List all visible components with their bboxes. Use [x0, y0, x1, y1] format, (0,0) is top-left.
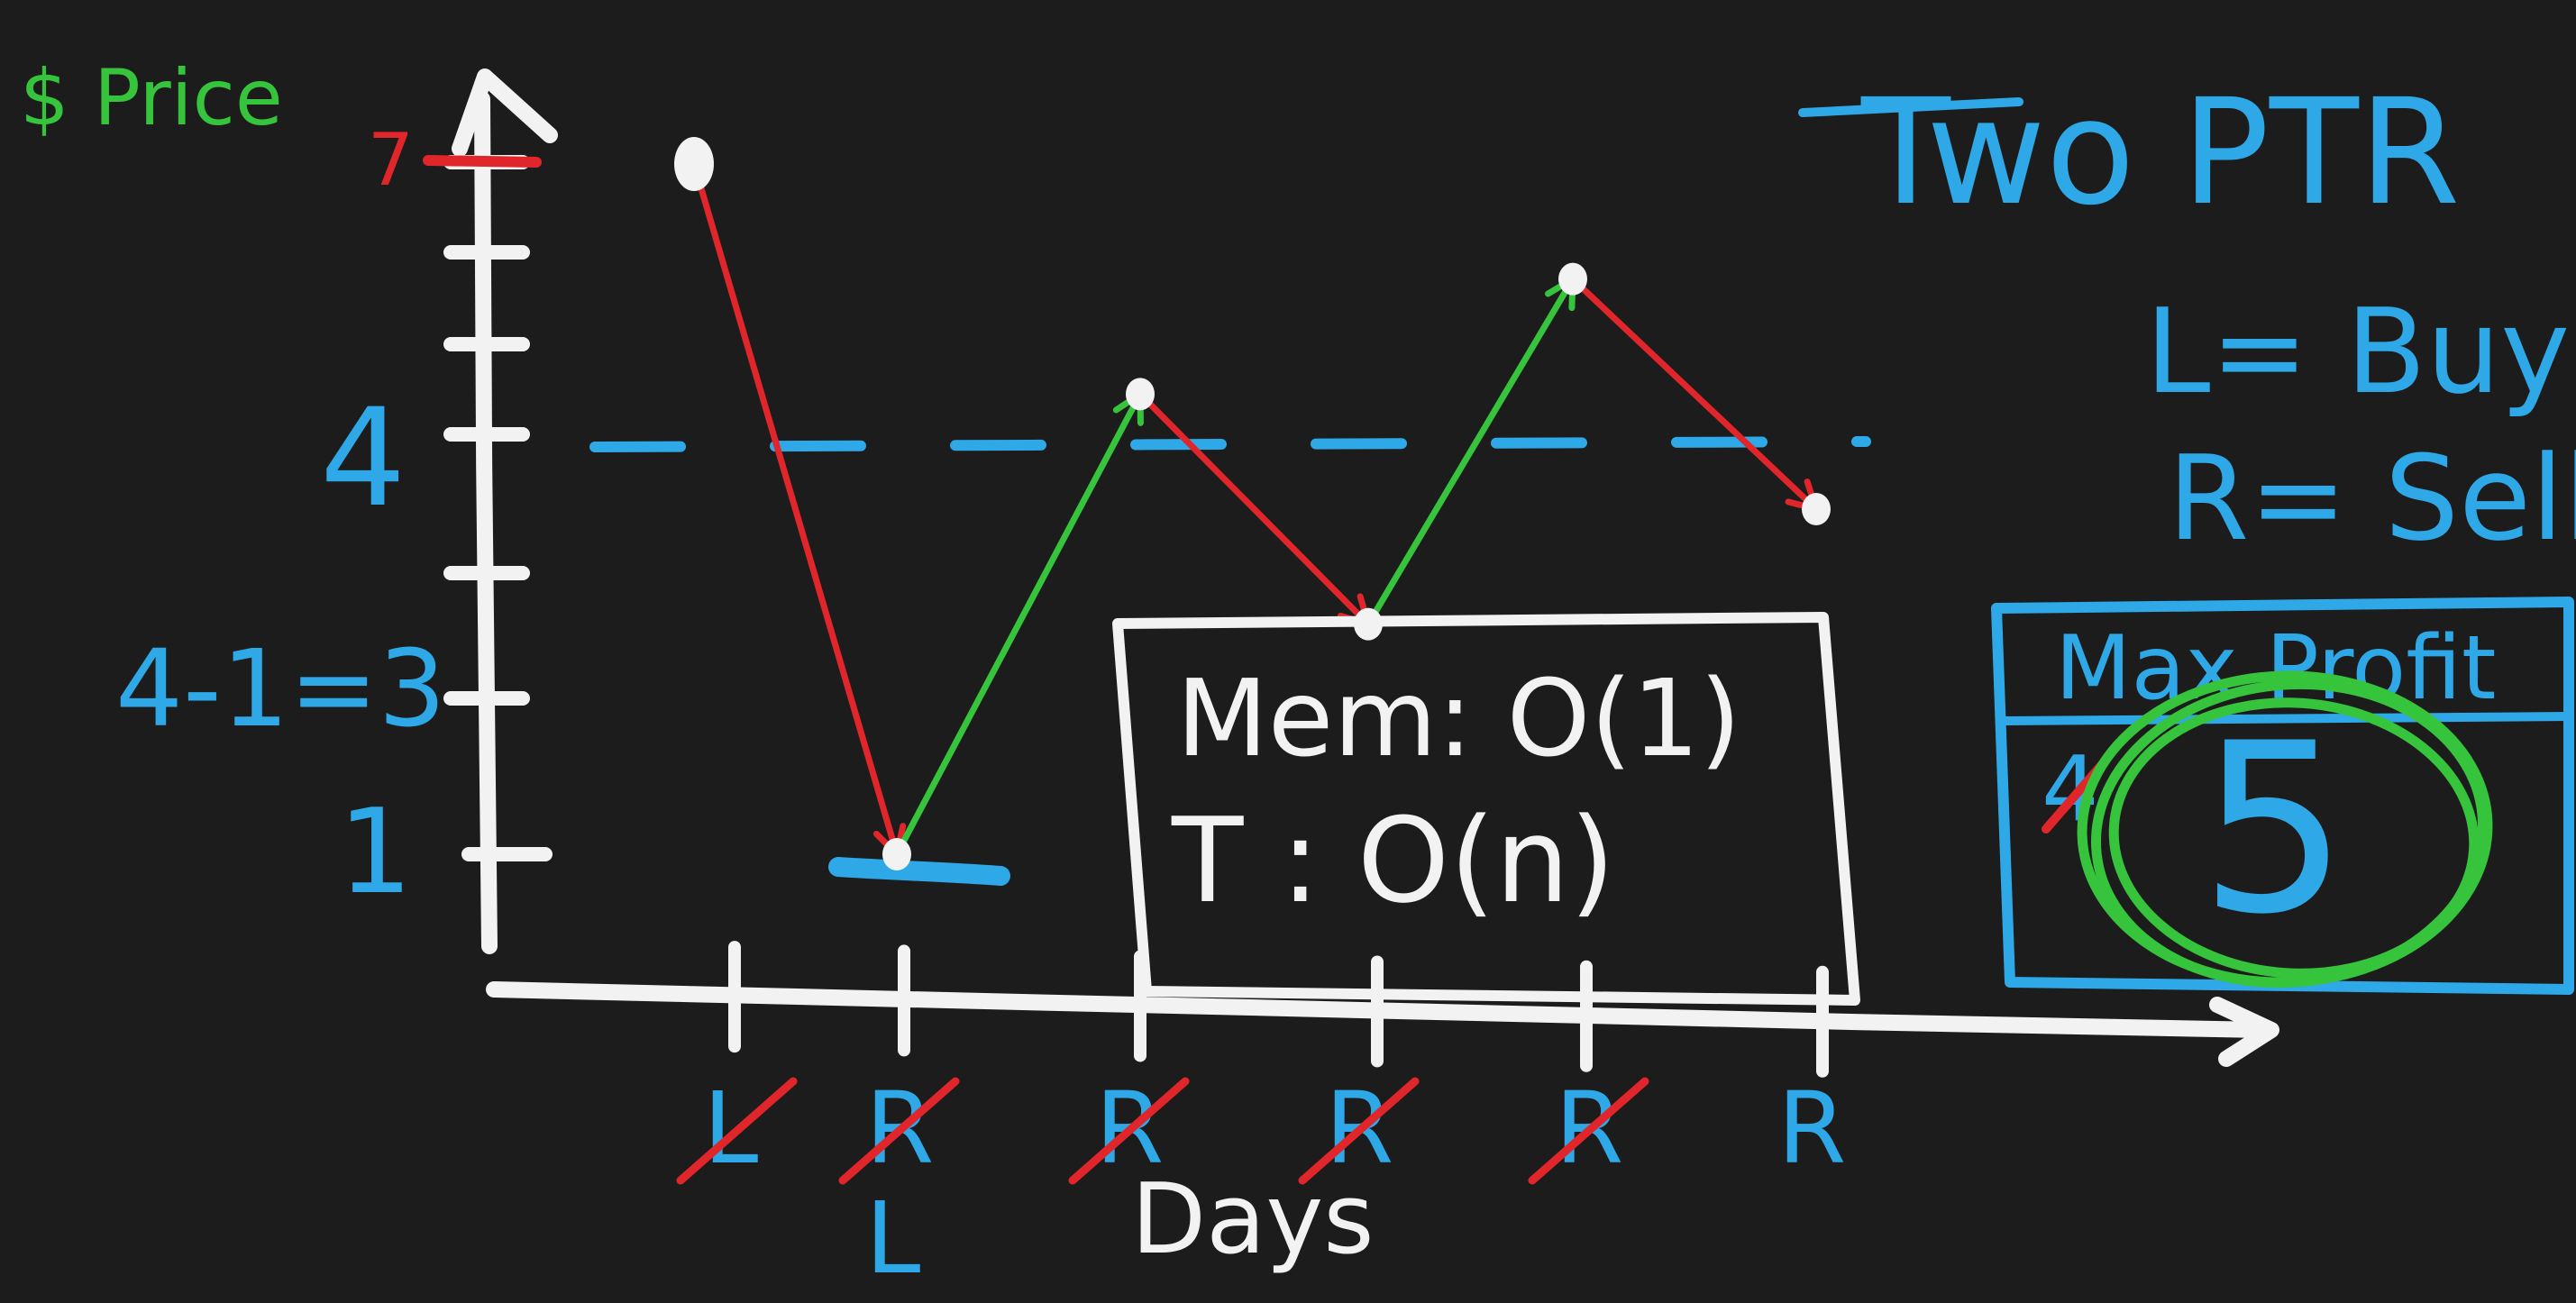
max-profit-border [1991, 597, 2574, 995]
axes [452, 68, 2279, 1067]
y-mark-4: 4 [320, 380, 406, 537]
time-complexity: T : O(n) [1171, 792, 1615, 929]
y-axis-arrowhead [452, 68, 558, 157]
y-mark-7: 7 [368, 118, 414, 202]
price-point-day-6 [1802, 493, 1831, 525]
max-profit-box: Max Profit 4 5 [1991, 597, 2574, 995]
price-segment-4 [1365, 276, 1576, 628]
day-pointer-strike-5 [1528, 1077, 1649, 1185]
minimum-highlight [828, 857, 1010, 886]
price-segment-2 [893, 390, 1144, 858]
x-axis-label: Days [1131, 1163, 1375, 1276]
day-pointer-strike-2 [838, 1077, 960, 1185]
day-pointer-label-1: L [703, 1071, 758, 1186]
y-mark-1: 1 [338, 783, 413, 920]
max-profit-value: 5 [2199, 694, 2348, 966]
day-pointer-strike-4 [1298, 1077, 1420, 1185]
price-segment-5 [1569, 276, 1820, 513]
y-axis-line [474, 91, 498, 954]
max-profit-circle [2077, 670, 2493, 989]
y-mark-4-minus-1: 4-1=3 [115, 626, 446, 751]
day-pointer-label-6: R [1777, 1071, 1846, 1186]
y-mark-7-underline [423, 155, 542, 168]
complexity-box: Mem: O(1) T : O(n) [1112, 612, 1860, 1006]
price-point-day-1 [674, 137, 714, 191]
price-point-day-2 [882, 838, 911, 870]
price-point-day-5 [1558, 262, 1587, 296]
x-axis-line [486, 981, 2270, 1038]
legend-left-buy: L= Buy [2145, 283, 2570, 420]
day-pointer-strike-1 [676, 1077, 798, 1185]
complexity-box-border [1112, 612, 1860, 1006]
y-axis-ticks [443, 155, 553, 861]
legend-right-sell: R= Sell [2168, 430, 2576, 567]
title-top-stroke [1798, 97, 2023, 117]
reference-line-price-4 [589, 436, 1871, 452]
day-pointer-strike-3 [1068, 1077, 1190, 1185]
title: Two PTR [1860, 68, 2460, 238]
y-axis-label: $ Price [20, 53, 283, 143]
x-axis-arrowhead [2209, 997, 2279, 1067]
max-profit-divider [2001, 712, 2573, 725]
price-segment-1 [690, 160, 900, 858]
price-point-day-3 [1126, 378, 1155, 411]
day-pointer-labels: LRLRRRR [676, 1071, 1846, 1296]
memory-complexity: Mem: O(1) [1176, 656, 1741, 780]
price-segment-3 [1137, 390, 1372, 628]
day-pointer-sublabel-2: L [865, 1180, 920, 1296]
